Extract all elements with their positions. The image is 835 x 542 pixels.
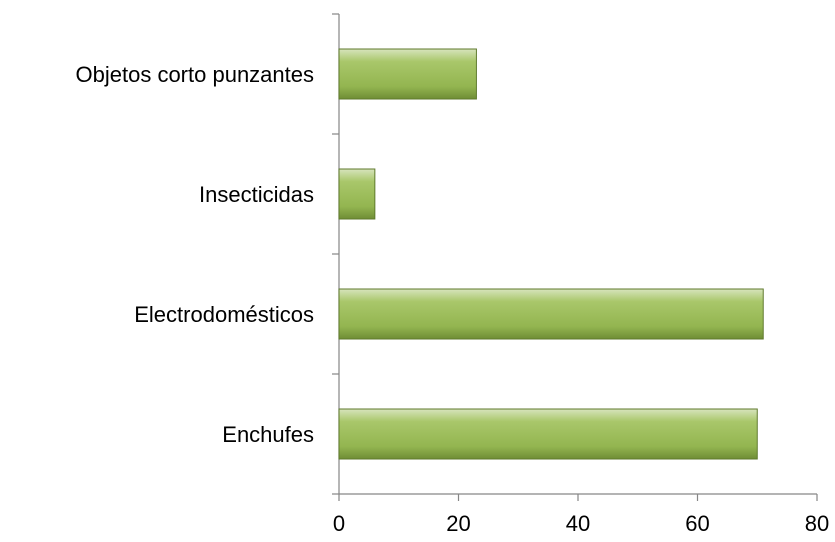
bar	[338, 408, 758, 460]
y-tick-label: Insecticidas	[199, 182, 314, 207]
y-tick-label: Objetos corto punzantes	[76, 62, 314, 87]
y-tick-label: Electrodomésticos	[134, 302, 314, 327]
x-tick-label: 20	[446, 511, 470, 536]
y-tick-label: Enchufes	[222, 422, 314, 447]
x-tick-label: 60	[685, 511, 709, 536]
bar	[338, 288, 764, 340]
x-tick-label: 80	[805, 511, 829, 536]
bar	[338, 48, 477, 100]
x-tick-label: 40	[566, 511, 590, 536]
bar	[338, 168, 376, 220]
x-tick-label: 0	[333, 511, 345, 536]
